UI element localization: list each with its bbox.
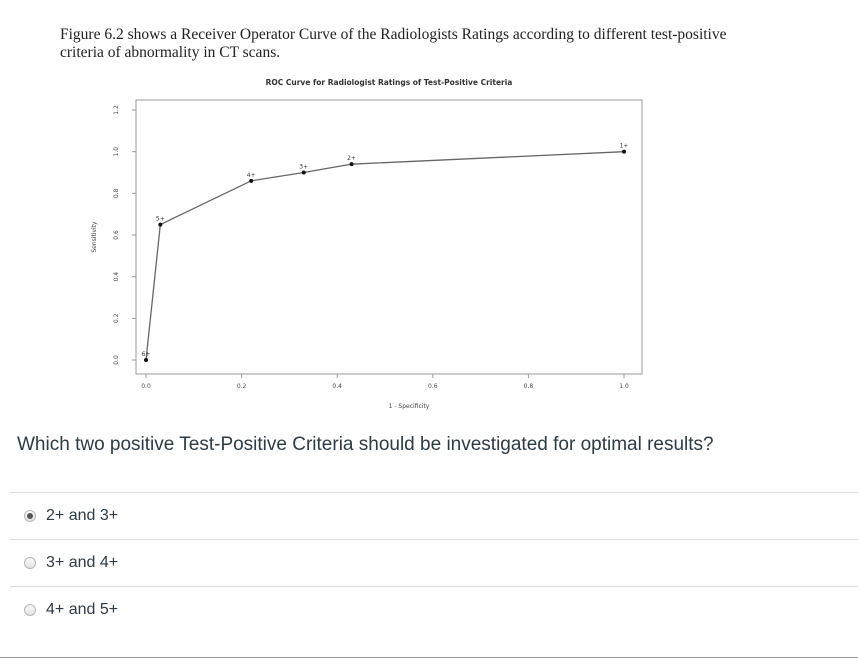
y-tick-label: 0.4 (113, 272, 120, 282)
answer-label: 2+ and 3+ (46, 507, 119, 524)
x-tick-label: 0.0 (141, 383, 151, 390)
answer-label: 3+ and 4+ (46, 554, 119, 571)
data-label: 4+ (247, 172, 256, 179)
data-point (158, 222, 163, 227)
x-tick-label: 0.4 (332, 383, 342, 390)
roc-chart: ROC Curve for Radiologist Ratings of Tes… (91, 78, 643, 410)
data-label: 2+ (347, 155, 356, 162)
data-point (144, 358, 148, 362)
answer-option-3[interactable]: 4+ and 5+ (10, 586, 858, 633)
x-tick-label: 0.6 (428, 383, 438, 390)
plot-frame (135, 99, 643, 375)
data-label: 3+ (299, 164, 308, 171)
data-label: 6+ (142, 351, 151, 358)
question-text: Which two positive Test-Positive Criteri… (17, 434, 714, 455)
divider (0, 657, 858, 658)
data-point (622, 149, 626, 154)
answer-list: 2+ and 3+ 3+ and 4+ 4+ and 5+ (10, 492, 858, 633)
x-tick-label: 0.8 (524, 383, 534, 390)
answer-option-2[interactable]: 3+ and 4+ (10, 539, 858, 586)
y-tick-label: 0.2 (113, 313, 120, 323)
answer-option-1[interactable]: 2+ and 3+ (10, 492, 858, 539)
answer-label: 4+ and 5+ (46, 601, 119, 618)
y-tick-label: 0.6 (113, 230, 120, 240)
radio-button-selected[interactable] (24, 510, 36, 522)
data-point (349, 162, 354, 167)
y-tick-label: 1.0 (113, 147, 120, 157)
y-axis-label: Sensitivity (91, 221, 98, 253)
y-tick-label: 0.8 (113, 188, 120, 198)
x-tick-label: 0.2 (237, 383, 247, 390)
y-tick-label: 0.0 (113, 355, 120, 365)
x-tick-label: 1.0 (619, 383, 629, 390)
radio-button[interactable] (24, 604, 36, 616)
data-point (301, 170, 306, 175)
roc-line (145, 151, 625, 361)
data-label: 1+ (620, 143, 629, 150)
x-axis-label: 1 - Specificity (389, 403, 430, 410)
data-label: 5+ (156, 216, 165, 223)
data-point (249, 178, 254, 183)
radio-button[interactable] (24, 557, 36, 569)
chart-title: ROC Curve for Radiologist Ratings of Tes… (266, 78, 513, 87)
figure-caption: Figure 6.2 shows a Receiver Operator Cur… (60, 26, 727, 61)
y-tick-label: 1.2 (113, 105, 120, 115)
